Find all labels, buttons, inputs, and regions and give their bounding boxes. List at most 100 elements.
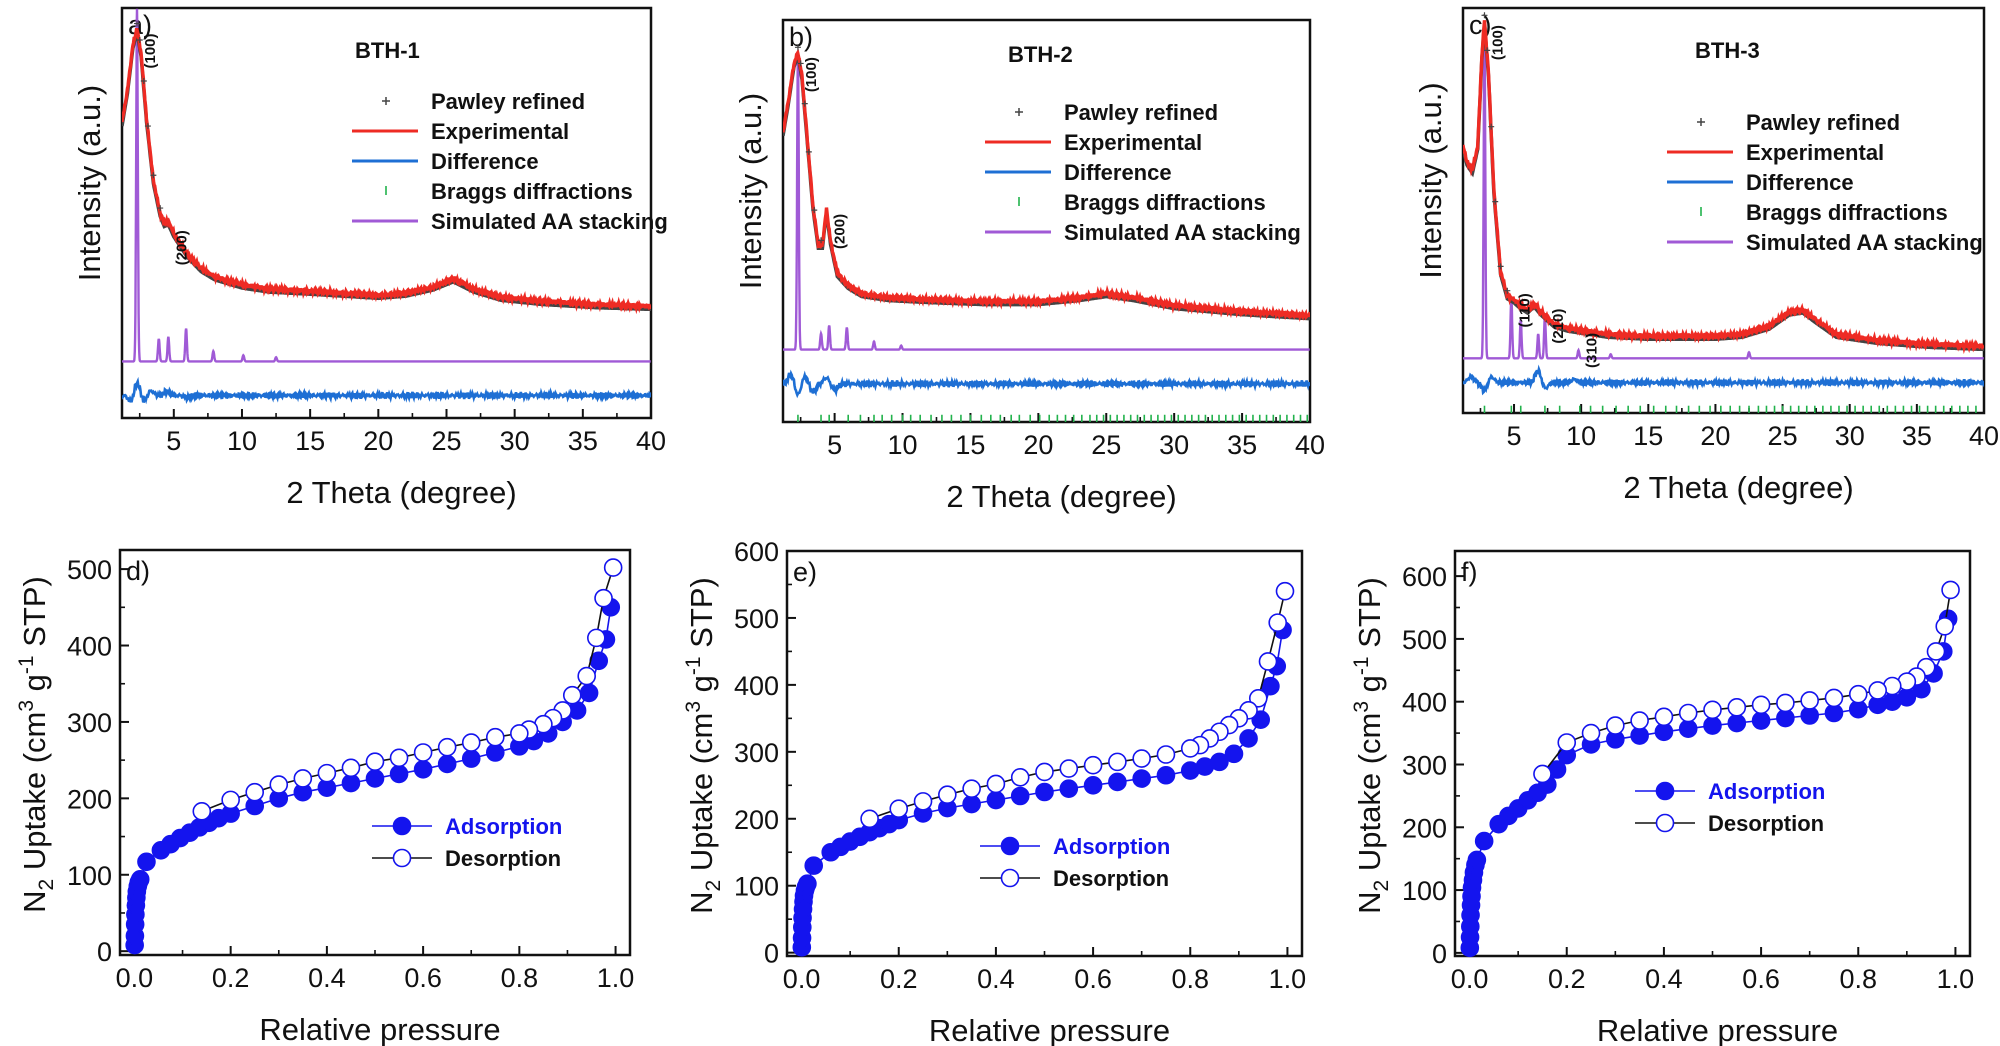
legend-label-simulated: Simulated AA stacking bbox=[1746, 230, 1983, 255]
panel-c: 5 10 15 20 25 30 35 40 2 Theta (degree) Intensity… bbox=[1413, 6, 1999, 505]
peak-label: (110) bbox=[1516, 293, 1533, 327]
legend-label-adsorption: Adsorption bbox=[1053, 834, 1170, 859]
difference-line bbox=[1463, 364, 1984, 396]
y-axis-title-part: g bbox=[17, 674, 52, 700]
x-tick-label: 1.0 bbox=[597, 963, 635, 993]
y-axis-title: Intensity (a.u.) bbox=[733, 93, 768, 289]
adsorption-point bbox=[413, 760, 433, 779]
pawley-refined-line bbox=[1463, 23, 1984, 352]
adsorption-point bbox=[798, 874, 817, 894]
adsorption-point bbox=[1703, 716, 1722, 735]
legend-label-experimental: Experimental bbox=[431, 119, 569, 144]
y-tick-label: 200 bbox=[1402, 813, 1447, 843]
legend-marker-pawley bbox=[1697, 118, 1705, 126]
desorption-point bbox=[1156, 745, 1176, 764]
adsorption-point bbox=[1727, 713, 1747, 733]
pawley-refined-line bbox=[783, 54, 1310, 321]
x-tick-label: 30 bbox=[1159, 430, 1189, 460]
plot-area bbox=[783, 48, 1310, 422]
y-axis-title-part: 2 bbox=[702, 880, 725, 892]
desorption-point bbox=[365, 752, 385, 771]
legend-label-desorption: Desorption bbox=[1053, 866, 1169, 891]
y-axis-title: N2 Uptake (cm3 g-1 STP) bbox=[1350, 577, 1393, 914]
y-axis-title-part: 3 bbox=[682, 701, 705, 713]
y-axis-title: Intensity (a.u.) bbox=[1413, 82, 1448, 278]
adsorption-point bbox=[137, 852, 156, 872]
legend-label-experimental: Experimental bbox=[1746, 140, 1884, 165]
y-tick-label: 200 bbox=[67, 784, 112, 814]
y-tick-label: 400 bbox=[734, 671, 779, 701]
desorption-point bbox=[1248, 688, 1268, 708]
peak-label: (100) bbox=[142, 33, 159, 68]
desorption-point bbox=[1132, 749, 1151, 768]
adsorption-point bbox=[461, 749, 481, 768]
pawley-marker bbox=[157, 205, 164, 212]
sample-title: BTH-1 bbox=[355, 38, 420, 63]
x-tick-label: 40 bbox=[1969, 421, 1999, 451]
adsorption-point bbox=[1210, 752, 1229, 772]
desorption-point bbox=[461, 733, 481, 752]
panel-label: a) bbox=[128, 10, 152, 40]
desorption-point bbox=[1606, 716, 1625, 735]
x-tick-label: 25 bbox=[1768, 421, 1798, 451]
desorption-point bbox=[577, 666, 596, 686]
y-axis-title-part: N bbox=[17, 890, 52, 912]
desorption-point bbox=[1926, 642, 1946, 661]
desorption-point bbox=[1800, 691, 1819, 710]
legend-marker-adsorption bbox=[1000, 836, 1020, 856]
pawley-marker bbox=[150, 172, 157, 179]
desorption-point bbox=[1275, 581, 1295, 601]
x-tick-label: 5 bbox=[1507, 421, 1522, 451]
y-axis-title-part: STP) bbox=[17, 576, 52, 655]
adsorption-point bbox=[1239, 729, 1258, 748]
x-axis-title: Relative pressure bbox=[1597, 1013, 1838, 1046]
adsorption-point bbox=[389, 764, 409, 784]
legend-marker-desorption bbox=[392, 848, 412, 868]
desorption-point bbox=[269, 775, 289, 794]
x-tick-label: 30 bbox=[500, 426, 530, 456]
pawley-marker bbox=[136, 36, 143, 43]
pawley-marker bbox=[1484, 47, 1491, 54]
adsorption-point bbox=[579, 683, 599, 703]
legend-label-adsorption: Adsorption bbox=[1708, 779, 1825, 804]
y-axis-title-part: N bbox=[1352, 891, 1387, 913]
desorption-point bbox=[1848, 684, 1868, 704]
desorption-point bbox=[1533, 764, 1552, 784]
adsorption-point bbox=[437, 754, 457, 774]
desorption-point bbox=[562, 685, 582, 705]
y-tick-label: 0 bbox=[764, 939, 779, 969]
desorption-point bbox=[389, 748, 409, 768]
plot-frame bbox=[1461, 6, 1986, 415]
simulated-aa-stacking-line bbox=[1463, 34, 1984, 360]
y-tick-label: 600 bbox=[734, 537, 779, 567]
y-axis-title: N2 Uptake (cm3 g-1 STP) bbox=[15, 576, 58, 913]
desorption-point bbox=[1180, 739, 1200, 758]
x-tick-label: 0.0 bbox=[116, 963, 154, 993]
panel-e: 0.0 0.2 0.4 0.6 0.8 1.0 0 100 200 300 400 500 600 Rel… bbox=[682, 537, 1306, 1046]
desorption-point bbox=[913, 792, 933, 811]
x-tick-label: 35 bbox=[1227, 430, 1257, 460]
y-tick-label: 200 bbox=[734, 805, 779, 835]
adsorption-point bbox=[1108, 772, 1127, 792]
desorption-point bbox=[1083, 755, 1103, 775]
desorption-point bbox=[1108, 752, 1127, 772]
x-tick-label: 0.2 bbox=[880, 964, 918, 994]
legend-label-experimental: Experimental bbox=[1064, 130, 1202, 155]
legend-label-braggs: Braggs diffractions bbox=[431, 179, 633, 204]
pawley-marker bbox=[140, 77, 147, 84]
pawley-refined-line bbox=[122, 31, 651, 312]
y-tick-label: 100 bbox=[1402, 876, 1447, 906]
desorption-point bbox=[341, 758, 361, 778]
y-tick-label: 300 bbox=[67, 708, 112, 738]
x-axis-title: 2 Theta (degree) bbox=[286, 475, 516, 510]
legend-marker-adsorption bbox=[392, 816, 412, 836]
y-tick-label: 400 bbox=[1402, 688, 1447, 718]
y-tick-label: 0 bbox=[97, 937, 112, 967]
desorption-line bbox=[869, 591, 1286, 820]
adsorption-point bbox=[130, 870, 150, 889]
peak-label: (200) bbox=[831, 214, 848, 249]
difference-line bbox=[783, 369, 1310, 399]
legend-label-pawley: Pawley refined bbox=[1064, 100, 1218, 125]
peak-label: (310) bbox=[1583, 333, 1600, 368]
